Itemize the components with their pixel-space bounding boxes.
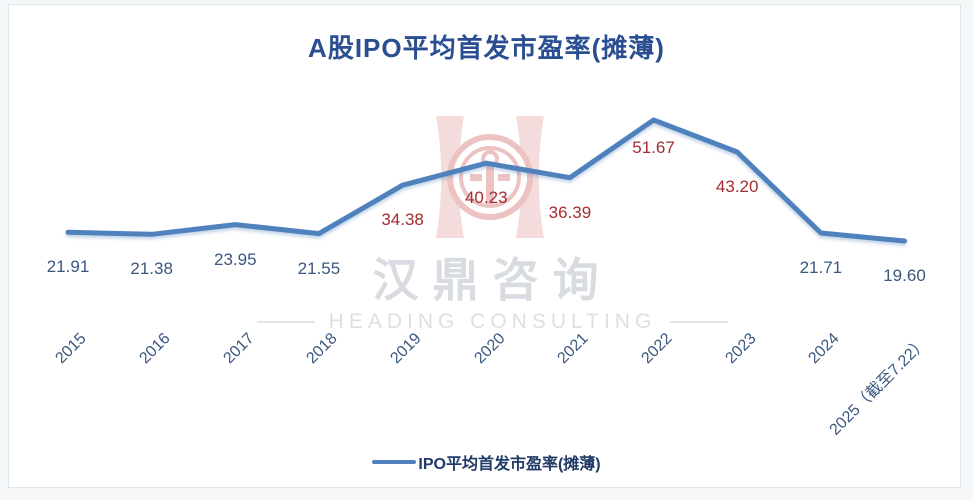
- watermark-en-row: HEADING CONSULTING: [0, 310, 973, 334]
- value-label: 21.91: [46, 257, 90, 277]
- watermark-cn-text: 汉鼎咨询: [372, 254, 613, 306]
- watermark-en-text: HEADING CONSULTING: [328, 310, 657, 333]
- legend: IPO平均首发市盈率(摊薄): [0, 450, 973, 474]
- watermark-left-line: [256, 321, 315, 323]
- value-label: 51.67: [632, 138, 675, 157]
- chart-panel: [8, 4, 961, 488]
- value-label: 34.38: [381, 210, 424, 230]
- value-label: 40.23: [464, 188, 508, 208]
- value-label: 21.71: [799, 258, 843, 278]
- value-label: 21.55: [297, 258, 341, 278]
- chart-title: A股IPO平均首发市盈率(摊薄): [308, 33, 665, 63]
- legend-label: IPO平均首发市盈率(摊薄): [418, 456, 601, 473]
- value-label: 23.95: [214, 249, 257, 269]
- value-label: 21.38: [130, 259, 173, 279]
- value-label: 36.39: [548, 202, 592, 222]
- series-line: [65, 117, 907, 244]
- heading-h-logo-icon: [436, 116, 544, 238]
- value-label: 19.60: [883, 266, 926, 285]
- legend-line-swatch: [372, 460, 417, 464]
- value-label: 43.20: [715, 176, 759, 196]
- watermark-right-line: [670, 321, 729, 323]
